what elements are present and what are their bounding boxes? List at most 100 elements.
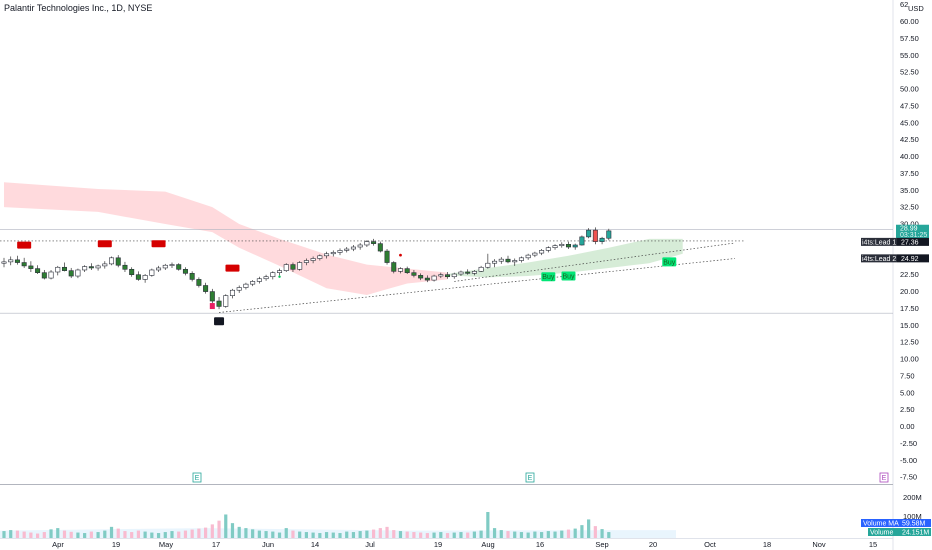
volume-bar (103, 530, 107, 538)
candle-up (545, 247, 551, 251)
volume-bar (204, 527, 208, 538)
earnings-marker-label: E (528, 475, 533, 482)
candle-up (498, 258, 504, 262)
candle (445, 271, 451, 279)
buy-label: Buy (663, 259, 676, 266)
candle-up (109, 257, 115, 265)
volume-bar (405, 531, 409, 538)
candle (61, 262, 67, 272)
candle (364, 240, 370, 248)
candle-down (41, 272, 47, 279)
volume-bar (486, 512, 490, 538)
volume-bar (560, 530, 564, 538)
candle-up (559, 244, 565, 246)
time-axis-tick: Jul (365, 540, 375, 549)
candle-up (397, 268, 403, 272)
lead-label: i4ts:Lead 2 (862, 256, 896, 263)
volume-bar (183, 530, 188, 538)
candle-down (122, 264, 128, 270)
candle (149, 268, 155, 277)
candle-down (189, 273, 195, 280)
price-axis-tick: 0.00 (900, 422, 915, 431)
volume-bar (143, 531, 147, 538)
candle (404, 266, 410, 275)
candle (277, 268, 283, 276)
candle (82, 265, 88, 272)
candle-up (263, 276, 269, 280)
candle-up (169, 264, 175, 266)
candle-down (565, 244, 571, 248)
candle-down (209, 291, 215, 302)
candle (290, 262, 296, 272)
volume-bar (324, 532, 329, 538)
volume-bar (553, 531, 557, 538)
candle (142, 274, 148, 283)
volume-bar (251, 529, 255, 538)
candle (357, 242, 363, 250)
volume-bar (170, 531, 174, 538)
candle (451, 272, 457, 279)
volume-bar (156, 533, 161, 538)
candle-down (505, 258, 511, 263)
earnings-marker-label: E (882, 475, 887, 482)
volume-bar (385, 526, 389, 538)
volume-bar (432, 532, 436, 538)
volume-bar (29, 532, 33, 538)
price-axis-tick: 30.00 (900, 220, 919, 229)
candle-up (156, 267, 162, 271)
price-axis-tick: 45.00 (900, 118, 919, 127)
volume-ma-badge (861, 519, 931, 527)
candle (129, 267, 135, 277)
candle-down (68, 270, 74, 277)
candle-up (438, 274, 444, 277)
sell-marker (17, 241, 32, 249)
volume-bar (96, 532, 100, 538)
candle (465, 269, 471, 275)
volume-bar (479, 530, 483, 538)
time-axis-tick: 17 (212, 540, 220, 549)
candle-up (297, 262, 303, 270)
candle (525, 253, 531, 260)
price-axis-tick: 12.50 (900, 338, 919, 347)
candle (176, 263, 182, 271)
candle (88, 263, 94, 270)
candle (606, 228, 612, 241)
candle (324, 251, 330, 259)
candle-down (384, 250, 390, 263)
candle-down (14, 259, 20, 263)
time-axis-tick: 16 (536, 540, 544, 549)
time-axis-tick: May (159, 540, 173, 549)
candle (471, 269, 477, 276)
price-axis-tick: 37.50 (900, 169, 919, 178)
candle-up (82, 266, 88, 271)
candle-up (250, 281, 256, 285)
volume-bar (452, 532, 456, 538)
volume-bar (62, 530, 67, 538)
candle-down (203, 285, 209, 292)
candle-up (236, 287, 242, 291)
candle-up (95, 265, 101, 269)
buy-label-bg (662, 257, 677, 267)
lead-value: 24.92 (901, 256, 919, 263)
candle (505, 255, 511, 264)
cloud-bearish (4, 182, 448, 295)
price-axis-tick: 60.00 (900, 17, 919, 26)
volume-bar (513, 531, 517, 538)
candle (236, 285, 242, 293)
candle (250, 280, 256, 287)
volume-bar (257, 530, 261, 538)
candle-up (48, 271, 54, 279)
volume-bar (22, 531, 26, 538)
volume-bar (593, 526, 597, 538)
candle (68, 267, 74, 279)
price-axis-tick-top: 62 (900, 0, 908, 9)
candle (545, 246, 551, 253)
lead-value-bg (897, 254, 929, 263)
time-axis-tick: Oct (704, 540, 717, 549)
volume-bar (42, 532, 46, 538)
candle (518, 256, 524, 263)
volume-bar (15, 530, 20, 538)
volume-bar (526, 532, 530, 538)
earnings-marker (192, 472, 202, 483)
